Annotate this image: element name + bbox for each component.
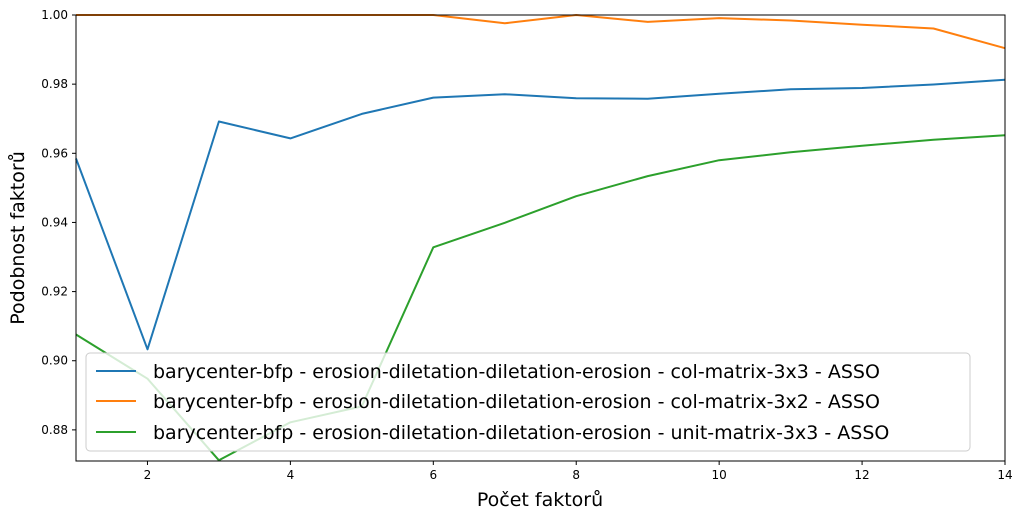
- series-line-unit-matrix-3x3: [75, 134, 1006, 462]
- legend-box: [85, 352, 971, 452]
- series-line-col-matrix-3x2: [76, 14, 1006, 50]
- y-tick-label: 1.00: [41, 8, 68, 22]
- x-axis-label: Počet faktorů: [477, 489, 603, 511]
- legend-label: barycenter-bfp - erosion-diletation-dile…: [153, 391, 880, 413]
- y-tick-label: 0.94: [41, 215, 68, 229]
- x-tick: 8: [572, 461, 580, 482]
- legend-entry: barycenter-bfp - erosion-diletation-dile…: [96, 361, 880, 383]
- x-tick: 2: [144, 461, 152, 482]
- plot-frame: [75, 14, 1006, 462]
- y-axis-label: Podobnost faktorů: [7, 151, 29, 324]
- y-tick-label: 0.98: [41, 77, 68, 91]
- y-tick-label: 0.88: [41, 423, 68, 437]
- legend-entry: barycenter-bfp - erosion-diletation-dile…: [96, 422, 889, 444]
- y-tick: 0.90: [41, 354, 76, 368]
- x-tick: 4: [287, 461, 295, 482]
- x-tick-label: 2: [144, 468, 152, 482]
- x-tick: 6: [429, 461, 437, 482]
- legend-entry: barycenter-bfp - erosion-diletation-dile…: [96, 391, 880, 413]
- x-axis: 2 4 6 8 10 12 14: [144, 461, 1013, 482]
- x-tick-label: 14: [997, 468, 1012, 482]
- y-tick: 1.00: [41, 8, 76, 22]
- y-tick: 0.98: [41, 77, 76, 91]
- y-tick: 0.88: [41, 423, 76, 437]
- legend-label: barycenter-bfp - erosion-diletation-dile…: [153, 422, 889, 444]
- x-tick-label: 4: [287, 468, 295, 482]
- y-tick: 0.94: [41, 215, 76, 229]
- y-tick: 0.92: [41, 285, 76, 299]
- x-tick-label: 10: [712, 468, 727, 482]
- y-tick-label: 0.96: [41, 146, 68, 160]
- x-tick-label: 8: [572, 468, 580, 482]
- x-tick: 10: [712, 461, 727, 482]
- x-tick: 14: [997, 461, 1013, 482]
- x-tick: 12: [854, 461, 870, 482]
- y-tick-label: 0.92: [41, 285, 68, 299]
- legend: barycenter-bfp - erosion-diletation-dile…: [85, 352, 971, 452]
- x-tick-label: 6: [429, 468, 437, 482]
- series-line-col-matrix-3x3: [75, 78, 1006, 351]
- x-tick-label: 12: [854, 468, 869, 482]
- legend-label: barycenter-bfp - erosion-diletation-dile…: [153, 361, 880, 383]
- y-tick-label: 0.90: [41, 354, 68, 368]
- y-axis: 0.88 0.90 0.92 0.94 0.96 0.98 1.00: [41, 8, 76, 437]
- y-tick: 0.96: [41, 146, 76, 160]
